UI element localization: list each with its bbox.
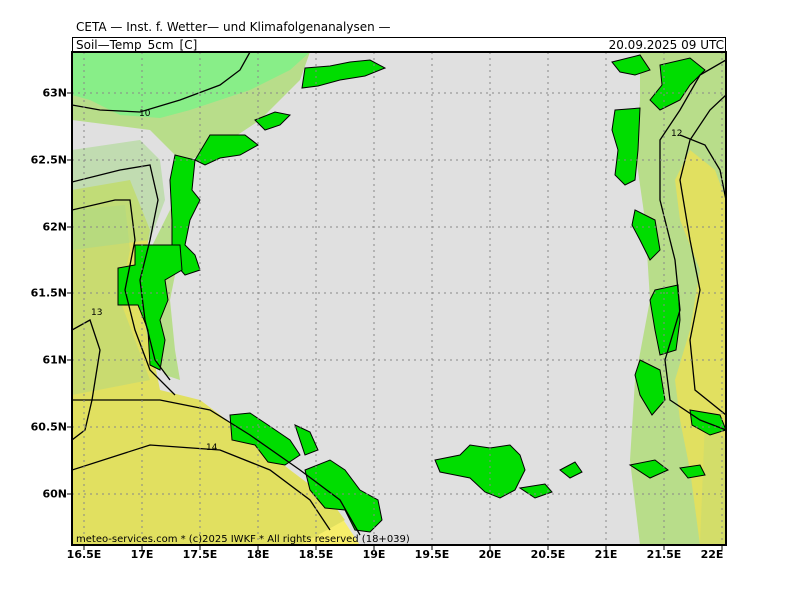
contour-14-west [72, 399, 361, 536]
contour-label-14: 14 [206, 443, 218, 453]
contour-13-west [72, 319, 101, 441]
lat-tick-label: 62N [42, 220, 67, 234]
lon-tick-label: 17.5E [182, 548, 218, 561]
coast-north-2 [254, 111, 292, 131]
contour-13-east [679, 134, 726, 201]
coast-south-1 [229, 412, 301, 466]
lon-tick-label: 21.5E [646, 548, 682, 561]
aland-islands [434, 444, 526, 499]
contour-label-12: 12 [671, 129, 683, 139]
coast-east-top [611, 54, 651, 76]
contour-label-10: 10 [139, 109, 151, 119]
header-frame [72, 37, 726, 52]
coast-south-3 [304, 459, 383, 533]
contour-10 [72, 52, 251, 113]
lat-tick-label: 61N [42, 353, 67, 367]
valid-time: 20.09.2025 09 UTC [608, 38, 724, 52]
lon-tick-label: 18.5E [298, 548, 334, 561]
contour-label-13: 13 [91, 308, 103, 318]
contour-11-west [72, 164, 171, 381]
lon-tick-label: 16.5E [66, 548, 102, 561]
lon-tick-label: 20.5E [530, 548, 566, 561]
coast-west-mid [117, 244, 183, 371]
contour-12-west [72, 199, 176, 396]
contour-12b-east [679, 94, 726, 416]
copyright-credit: meteo-services.com * (c)2025 IWKF * All … [76, 534, 410, 545]
coast-east-south [634, 359, 666, 416]
lon-tick-label: 22E [700, 548, 724, 561]
aland-islands-3 [559, 461, 583, 479]
lat-tick-label: 60.5N [30, 420, 67, 434]
lat-tick-label: 61.5N [30, 286, 67, 300]
lon-tick-label: 21E [594, 548, 618, 561]
lon-tick-label: 18E [246, 548, 270, 561]
land-band-west-mid [72, 205, 150, 395]
coast-north-1 [194, 134, 259, 166]
lon-tick-label: 17E [130, 548, 154, 561]
lat-tick-label: 63N [42, 86, 67, 100]
lon-tick-label: 19.5E [414, 548, 450, 561]
coast-east-mid [631, 209, 661, 261]
coast-south-2 [294, 424, 319, 456]
archipelago-east [628, 459, 669, 479]
chart-title: CETA — Inst. f. Wetter— und Klimafolgena… [76, 20, 391, 34]
map-frame [71, 51, 727, 546]
archipelago-east-2 [679, 464, 706, 479]
variable-label: Soil—Temp_5cm_[C] [76, 38, 198, 52]
land-band-east-warm [700, 420, 726, 545]
coast-north-3 [301, 59, 387, 89]
lon-tick-label: 19E [362, 548, 386, 561]
lon-tick-label: 20E [478, 548, 502, 561]
aland-islands-2 [518, 483, 553, 499]
coast-east-upper [611, 107, 641, 186]
lat-tick-label: 62.5N [30, 153, 67, 167]
contour-12-east [659, 59, 726, 431]
land-band-west-10 [72, 52, 310, 118]
lat-tick-label: 60N [42, 487, 67, 501]
contour-14b-west [72, 444, 331, 531]
